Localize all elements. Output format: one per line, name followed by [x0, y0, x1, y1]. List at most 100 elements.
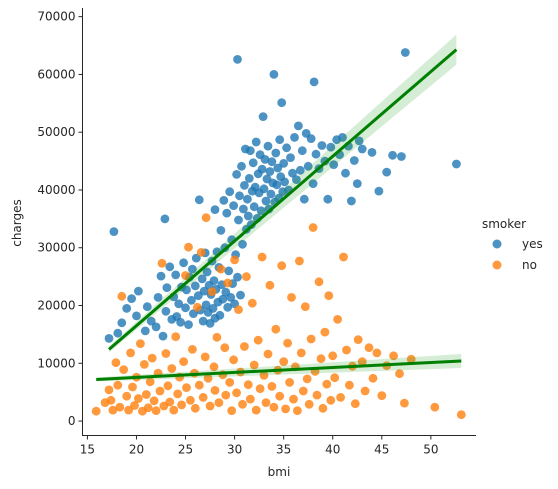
data-point-no — [201, 213, 211, 223]
data-point-no — [353, 335, 363, 344]
data-point-yes — [165, 262, 175, 272]
data-point-no — [320, 327, 330, 337]
y-tick-label: 10000 — [37, 356, 75, 370]
data-point-yes — [279, 159, 289, 168]
data-point-no — [283, 338, 292, 348]
data-point-no — [318, 403, 328, 413]
data-point-no — [232, 388, 242, 398]
data-point-yes — [198, 316, 208, 326]
data-point-no — [316, 354, 326, 364]
data-point-no — [227, 406, 237, 416]
data-point-yes — [277, 98, 287, 108]
data-point-no — [210, 386, 220, 395]
data-point-no — [271, 324, 281, 334]
data-point-yes — [161, 306, 171, 316]
data-point-yes — [260, 155, 270, 164]
data-point-yes — [271, 148, 281, 158]
x-tick-label: 35 — [276, 443, 291, 457]
data-point-yes — [122, 304, 132, 313]
data-point-yes — [176, 317, 186, 327]
data-point-no — [155, 386, 165, 396]
data-point-yes — [303, 161, 313, 171]
data-point-no — [253, 335, 263, 345]
y-axis-label: charges — [10, 199, 24, 247]
series-no — [91, 213, 466, 420]
data-point-yes — [184, 320, 193, 329]
data-point-no — [179, 357, 189, 366]
data-point-yes — [286, 153, 295, 163]
data-point-no — [400, 398, 409, 408]
data-point-yes — [326, 142, 336, 152]
data-point-no — [324, 291, 334, 301]
data-point-yes — [338, 133, 347, 142]
data-point-no — [251, 405, 261, 415]
data-point-yes — [397, 152, 406, 161]
data-point-yes — [226, 293, 236, 302]
data-point-no — [124, 405, 133, 415]
data-point-yes — [243, 211, 253, 221]
data-point-no — [141, 390, 151, 399]
data-point-no — [263, 349, 273, 359]
data-point-no — [149, 396, 159, 406]
data-point-yes — [240, 181, 249, 190]
data-point-yes — [151, 322, 161, 332]
data-point-yes — [267, 157, 277, 167]
data-point-yes — [248, 158, 258, 168]
data-point-no — [289, 394, 298, 404]
data-point-no — [333, 315, 342, 324]
legend-marker-no — [492, 260, 502, 270]
data-point-yes — [309, 77, 319, 87]
data-point-yes — [308, 179, 318, 189]
data-point-yes — [323, 194, 333, 204]
data-point-yes — [193, 291, 203, 301]
data-point-no — [456, 410, 466, 420]
data-point-no — [186, 395, 195, 405]
data-point-yes — [109, 227, 119, 237]
data-point-no — [328, 351, 338, 361]
x-tick-label: 30 — [227, 443, 242, 457]
data-point-no — [322, 379, 332, 389]
data-point-yes — [292, 175, 301, 185]
data-point-no — [242, 272, 251, 281]
data-point-no — [342, 345, 351, 355]
data-point-yes — [174, 299, 184, 309]
data-point-no — [181, 271, 190, 280]
data-point-no — [345, 380, 354, 390]
data-point-no — [173, 389, 183, 399]
regression-line-yes — [108, 48, 458, 351]
data-point-yes — [280, 177, 289, 187]
data-point-no — [223, 278, 233, 288]
data-point-no — [259, 371, 269, 380]
data-point-yes — [352, 179, 362, 189]
legend-label-yes: yes — [522, 237, 543, 251]
data-point-yes — [256, 206, 266, 216]
data-point-no — [255, 384, 265, 394]
data-point-yes — [265, 167, 275, 176]
data-point-yes — [266, 189, 276, 199]
regression-line-no — [96, 359, 462, 381]
data-point-yes — [171, 270, 181, 280]
data-point-yes — [199, 286, 209, 296]
y-tick-label: 20000 — [37, 299, 75, 313]
data-point-no — [302, 374, 312, 384]
data-point-no — [269, 402, 279, 412]
data-point-no — [161, 349, 171, 358]
data-point-no — [198, 393, 208, 402]
x-tick-label: 25 — [178, 443, 193, 457]
data-point-yes — [273, 163, 283, 173]
data-point-yes — [189, 309, 198, 318]
data-point-no — [108, 405, 118, 415]
data-point-no — [281, 404, 290, 414]
data-point-yes — [134, 286, 143, 296]
data-point-no — [190, 403, 200, 413]
data-point-yes — [201, 300, 211, 310]
data-point-yes — [234, 215, 243, 225]
data-point-no — [430, 402, 440, 412]
data-point-yes — [288, 168, 297, 178]
data-point-yes — [367, 148, 377, 157]
data-point-yes — [282, 143, 291, 153]
data-point-no — [184, 242, 193, 252]
data-point-no — [169, 405, 179, 415]
data-point-no — [167, 364, 177, 373]
data-point-yes — [229, 201, 239, 211]
